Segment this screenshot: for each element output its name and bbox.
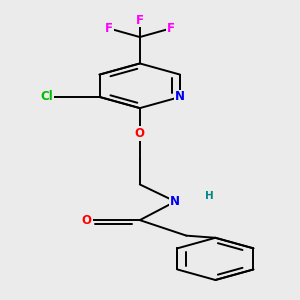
Text: Cl: Cl (40, 90, 53, 104)
Text: N: N (170, 195, 180, 208)
Text: F: F (167, 22, 175, 35)
Text: O: O (135, 127, 145, 140)
Text: F: F (105, 22, 113, 35)
Text: H: H (205, 191, 213, 201)
Text: N: N (175, 90, 185, 104)
Text: F: F (136, 14, 144, 26)
Text: O: O (82, 214, 92, 226)
